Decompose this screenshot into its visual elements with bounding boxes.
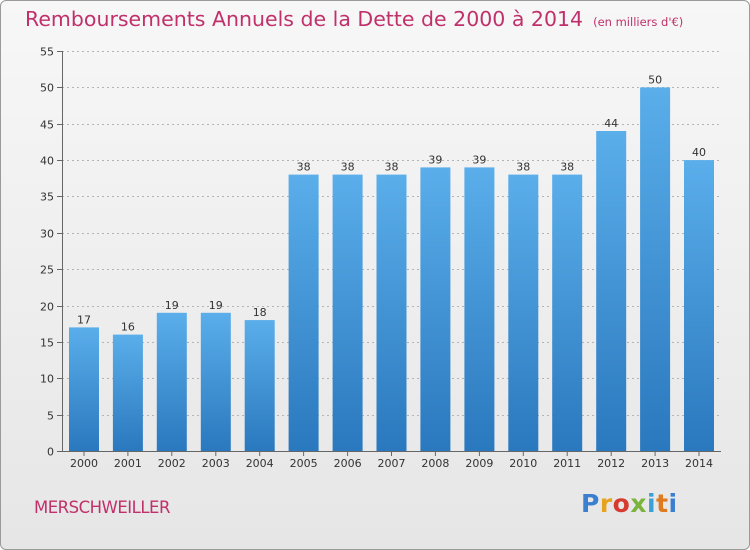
bar-2006	[332, 174, 363, 451]
data-label-2007: 38	[385, 161, 399, 174]
logo-letter: t	[656, 489, 669, 518]
y-tick-label-5: 5	[47, 410, 54, 423]
chart-title: Remboursements Annuels de la Dette de 20…	[25, 7, 683, 31]
bar-2002	[156, 312, 187, 451]
logo-letter: i	[647, 489, 657, 518]
bar-2007	[376, 174, 407, 451]
logo-letter: o	[612, 489, 631, 518]
y-tick-label-15: 15	[40, 337, 54, 350]
data-label-2013: 50	[648, 73, 662, 86]
data-label-2011: 38	[560, 161, 574, 174]
y-tick-label-25: 25	[40, 264, 54, 277]
data-label-2008: 39	[428, 153, 442, 166]
x-tick-label-2003: 2003	[202, 457, 230, 470]
logo-letter: P	[581, 489, 600, 518]
bar-2003	[200, 312, 231, 451]
proxiti-logo: Proxiti	[581, 489, 678, 518]
data-label-2009: 39	[472, 153, 486, 166]
bar-2000	[69, 327, 99, 451]
bar-2011	[552, 174, 583, 451]
bar-2001	[112, 334, 143, 451]
data-label-2012: 44	[604, 117, 618, 130]
chart-subtitle: (en milliers d'€)	[593, 15, 684, 29]
x-tick-label-2000: 2000	[70, 457, 98, 470]
data-label-2014: 40	[692, 146, 706, 159]
x-tick-label-2007: 2007	[378, 457, 406, 470]
logo-letter: i	[668, 489, 678, 518]
x-tick-label-2013: 2013	[641, 457, 669, 470]
data-label-2004: 18	[253, 306, 267, 319]
data-label-2002: 19	[165, 299, 179, 312]
data-label-2003: 19	[209, 299, 223, 312]
bar-2008	[420, 167, 451, 451]
x-tick-label-2006: 2006	[334, 457, 362, 470]
x-tick-label-2005: 2005	[290, 457, 318, 470]
x-tick-label-2010: 2010	[509, 457, 537, 470]
data-label-2010: 38	[516, 161, 530, 174]
commune-name: MERSCHWEILLER	[34, 498, 170, 517]
y-tick-label-10: 10	[40, 373, 54, 386]
bar-2009	[464, 167, 495, 451]
y-tick-label-0: 0	[47, 446, 54, 459]
x-tick-label-2002: 2002	[158, 457, 186, 470]
x-tick-label-2004: 2004	[246, 457, 274, 470]
y-tick-label-50: 50	[40, 82, 54, 95]
bar-2004	[244, 320, 275, 451]
data-label-2001: 16	[121, 321, 135, 334]
bar-2005	[288, 174, 319, 451]
y-tick-label-40: 40	[40, 155, 54, 168]
data-label-2005: 38	[297, 161, 311, 174]
bar-2013	[640, 87, 671, 452]
data-labels: 17 16 19 19 18 38 38 38 39 39 38 38 44 50 40	[77, 73, 706, 333]
x-tick-label-2011: 2011	[553, 457, 581, 470]
data-label-2000: 17	[77, 313, 91, 326]
bar-2010	[508, 174, 539, 451]
x-tick-label-2009: 2009	[465, 457, 493, 470]
x-tick-label-2014: 2014	[685, 457, 713, 470]
bars	[69, 87, 714, 452]
bar-2014	[684, 160, 714, 451]
data-label-2006: 38	[341, 161, 355, 174]
y-tick-label-20: 20	[40, 301, 54, 314]
x-tick-label-2001: 2001	[114, 457, 142, 470]
x-tick-label-2008: 2008	[421, 457, 449, 470]
logo-letter: x	[630, 489, 647, 518]
bar-2012	[596, 131, 627, 451]
y-tick-label-30: 30	[40, 228, 54, 241]
y-tick-label-45: 45	[40, 119, 54, 132]
axes: 0 5 10 15 20 25 30 35 40 45 50 55 2000 2001 2002 2003 20…	[40, 46, 721, 470]
logo-letter: r	[599, 489, 613, 518]
x-tick-label-2012: 2012	[597, 457, 625, 470]
y-tick-label-55: 55	[40, 46, 54, 59]
y-tick-label-35: 35	[40, 191, 54, 204]
title-text: Remboursements Annuels de la Dette de 20…	[25, 7, 584, 31]
